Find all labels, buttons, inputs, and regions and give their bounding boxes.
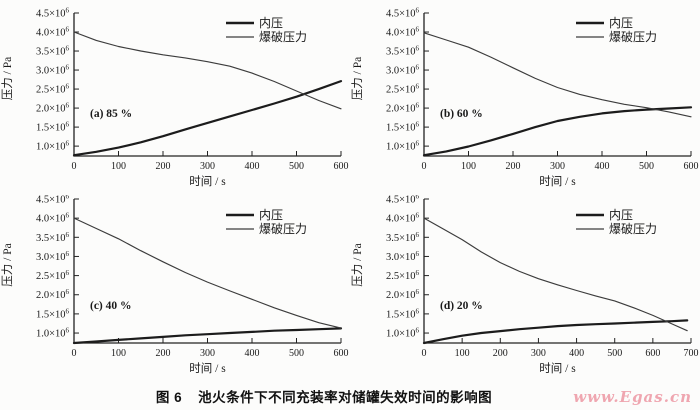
subplot-label: (b) 60 % <box>440 108 483 120</box>
series-curve-baopo <box>73 217 342 329</box>
chart-b-60-percent: 1.0×106 1.5×106 2.0×106 2.5×106 3.0×106 3.5×1… <box>351 7 699 189</box>
x-tick-label: 500 <box>607 348 622 359</box>
y-tick-label: 1.5×106 <box>36 121 70 134</box>
legend-label: 爆破压力 <box>609 221 657 236</box>
series-curve-baopo <box>423 217 688 332</box>
x-tick-label: 0 <box>72 161 77 172</box>
y-tick-label: 2.5×106 <box>386 83 420 96</box>
x-tick-label: 300 <box>200 161 215 172</box>
y-tick-label: 1.0×106 <box>386 140 420 153</box>
y-tick-label: 4.0×106 <box>36 26 70 39</box>
x-axis-label: 时间 / s <box>539 175 576 188</box>
x-tick-label: 700 <box>684 348 699 359</box>
y-tick-label: 2.0×106 <box>386 102 420 115</box>
y-tick-label: 3.0×106 <box>386 64 420 77</box>
x-tick-label: 200 <box>156 348 171 359</box>
y-tick-label: 3.5×106 <box>36 231 70 244</box>
subplot-label: (c) 40 % <box>90 300 132 312</box>
x-tick-label: 0 <box>72 348 77 359</box>
y-tick-label: 2.5×106 <box>36 83 70 96</box>
figure-number: 图 6 <box>155 390 183 405</box>
y-tick-label: 1.0×106 <box>36 140 70 153</box>
x-tick-label: 200 <box>156 161 171 172</box>
x-tick-label: 400 <box>245 161 260 172</box>
x-tick-label: 600 <box>684 161 699 172</box>
y-tick-label: 3.5×106 <box>36 45 70 58</box>
x-tick-label: 600 <box>334 348 349 359</box>
y-tick-label: 1.5×106 <box>386 121 420 134</box>
y-tick-label: 1.0×106 <box>36 327 70 340</box>
x-tick-label: 200 <box>493 348 508 359</box>
y-tick-label: 4.5×106 <box>386 195 420 206</box>
x-tick-label: 500 <box>289 161 304 172</box>
watermark-egas: www.Egas.cn <box>573 388 692 406</box>
figure-caption: 图 6 池火条件下不同充装率对储罐失效时间的影响图 <box>0 386 648 406</box>
series-curve-baopo <box>423 32 692 118</box>
y-tick-label: 4.5×106 <box>386 7 420 20</box>
legend-label: 爆破压力 <box>609 29 657 44</box>
y-tick-label: 1.5×106 <box>386 307 420 320</box>
y-tick-label: 3.0×106 <box>386 250 420 263</box>
series-curve-neiya <box>422 319 689 345</box>
y-axis-label: 压力 / Pa <box>351 243 364 286</box>
x-tick-label: 100 <box>111 348 126 359</box>
y-tick-label: 4.0×106 <box>386 212 420 225</box>
y-tick-label: 1.0×106 <box>386 327 420 340</box>
x-tick-label: 400 <box>569 348 584 359</box>
y-tick-label: 4.5×106 <box>36 7 70 20</box>
x-tick-label: 500 <box>289 348 304 359</box>
y-tick-label: 2.0×106 <box>36 102 70 115</box>
y-tick-label: 4.0×106 <box>36 212 70 225</box>
subplot-label: (d) 20 % <box>440 300 483 312</box>
series-curve-neiya <box>72 327 343 345</box>
x-tick-label: 200 <box>506 161 521 172</box>
x-tick-label: 300 <box>200 348 215 359</box>
y-tick-label: 3.5×106 <box>386 45 420 58</box>
x-tick-label: 0 <box>422 161 427 172</box>
y-tick-label: 2.5×106 <box>36 269 70 282</box>
y-tick-label: 3.0×106 <box>36 250 70 263</box>
x-tick-label: 400 <box>595 161 610 172</box>
y-axis-label: 压力 / Pa <box>1 57 14 100</box>
y-tick-label: 1.5×106 <box>36 307 70 320</box>
y-tick-label: 2.0×106 <box>36 288 70 301</box>
y-tick-label: 3.5×106 <box>386 231 420 244</box>
y-axis-label: 压力 / Pa <box>1 243 14 286</box>
chart-a-85-percent: 1.0×106 1.5×106 2.0×106 2.5×106 3.0×106 3.5×1… <box>1 7 349 189</box>
x-axis-label: 时间 / s <box>539 362 576 375</box>
x-tick-label: 300 <box>531 348 546 359</box>
x-tick-label: 100 <box>461 161 476 172</box>
x-tick-label: 600 <box>645 348 660 359</box>
axes <box>73 199 341 344</box>
y-tick-label: 2.0×106 <box>386 288 420 301</box>
subplot-label: (a) 85 % <box>90 108 132 120</box>
x-tick-label: 600 <box>334 161 349 172</box>
x-tick-label: 0 <box>422 348 427 359</box>
figure-title: 池火条件下不同充装率对储罐失效时间的影响图 <box>198 390 493 405</box>
y-tick-label: 3.0×106 <box>36 64 70 77</box>
y-tick-label: 2.5×106 <box>386 269 420 282</box>
x-tick-label: 100 <box>455 348 470 359</box>
series-curve-neiya <box>72 79 343 157</box>
x-tick-label: 500 <box>639 161 654 172</box>
x-axis-label: 时间 / s <box>189 175 226 188</box>
legend-label: 爆破压力 <box>259 29 307 44</box>
legend-label: 内压 <box>609 208 633 222</box>
x-tick-label: 300 <box>550 161 565 172</box>
y-tick-label: 4.0×106 <box>386 26 420 39</box>
legend-label: 内压 <box>259 16 283 30</box>
legend-label: 爆破压力 <box>259 221 307 236</box>
x-tick-label: 400 <box>245 348 260 359</box>
series-curve-neiya <box>422 106 693 157</box>
y-axis-label: 压力 / Pa <box>351 57 364 100</box>
x-axis-label: 时间 / s <box>189 362 226 375</box>
chart-c-40-percent: 1.0×106 1.5×106 2.0×106 2.5×106 3.0×106 3.5×1… <box>1 195 349 375</box>
y-tick-label: 4.5×106 <box>36 195 70 206</box>
legend-label: 内压 <box>259 208 283 222</box>
x-tick-label: 100 <box>111 161 126 172</box>
series-curve-baopo <box>73 31 342 110</box>
chart-d-20-percent: 1.0×106 1.5×106 2.0×106 2.5×106 3.0×106 3.5×1… <box>351 195 699 375</box>
legend-label: 内压 <box>609 16 633 30</box>
